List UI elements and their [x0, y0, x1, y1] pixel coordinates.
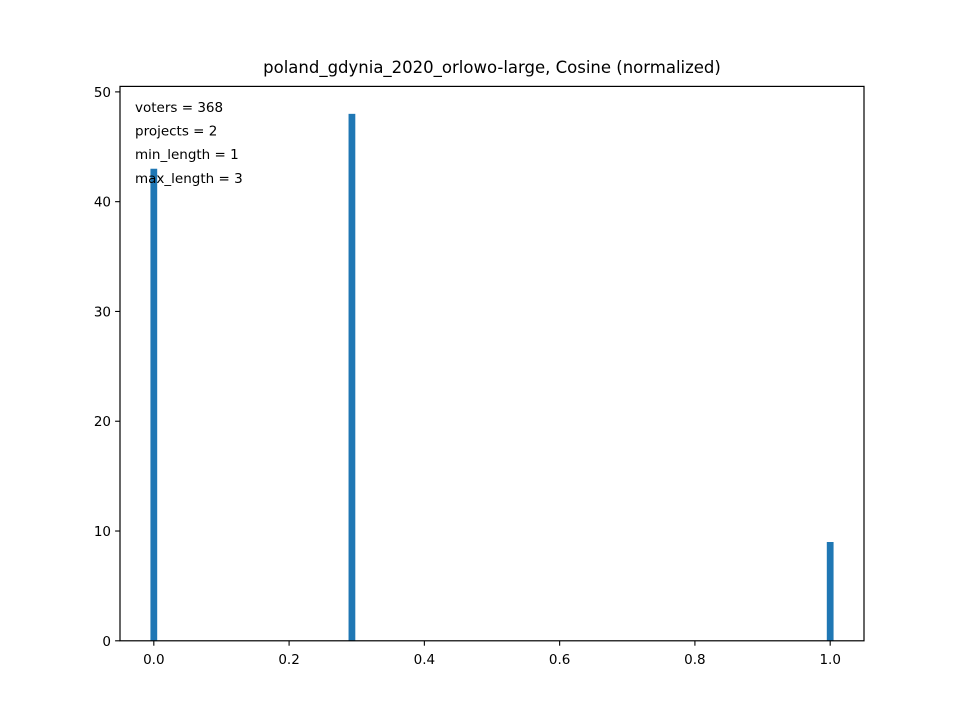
x-tick-label: 0.2 — [278, 652, 299, 668]
stats-line: voters = 368 — [135, 100, 223, 116]
y-tick-label: 40 — [94, 195, 111, 211]
bar — [150, 168, 158, 641]
y-tick-label: 50 — [94, 85, 111, 101]
x-axis: 0.0 0.2 0.4 0.6 0.8 1.0 — [143, 640, 841, 668]
plot-frame — [119, 85, 865, 642]
y-tick-label: 20 — [94, 414, 111, 430]
stats-line: projects = 2 — [135, 124, 217, 140]
y-axis: 0 10 20 30 40 50 — [94, 85, 120, 650]
stats-line: min_length = 1 — [135, 147, 239, 163]
x-tick-label: 0.0 — [143, 652, 164, 668]
stats-line: max_length = 3 — [135, 171, 243, 187]
y-tick-label: 10 — [94, 524, 111, 540]
bar — [826, 541, 834, 641]
y-tick-label: 0 — [102, 634, 111, 650]
x-tick-label: 1.0 — [819, 652, 840, 668]
bars-group — [150, 113, 834, 641]
x-tick-label: 0.4 — [414, 652, 435, 668]
bar — [348, 113, 356, 641]
x-tick-label: 0.6 — [549, 652, 570, 668]
x-tick-label: 0.8 — [684, 652, 705, 668]
y-tick-label: 30 — [94, 304, 111, 320]
chart-title: poland_gdynia_2020_orlowo-large, Cosine … — [263, 58, 721, 78]
stats-annotation: voters = 368 projects = 2 min_length = 1 ma… — [135, 100, 243, 187]
